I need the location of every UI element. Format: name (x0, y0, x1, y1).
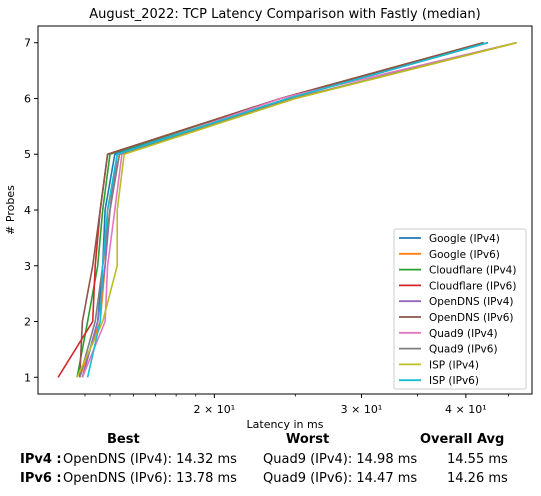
summary-header-avg: Overall Avg (420, 432, 505, 447)
legend-label: Cloudflare (IPv6) (429, 280, 516, 292)
x-tick-label: 4 × 10¹ (445, 403, 487, 416)
series-lines (57, 41, 517, 378)
legend-label: Cloudflare (IPv4) (429, 265, 516, 277)
series-line (81, 41, 517, 378)
summary-ipv4-avg: 14.55 ms (447, 452, 508, 467)
legend-label: ISP (IPv4) (429, 359, 479, 371)
summary-header-worst: Worst (286, 432, 330, 447)
summary-row-label-ipv6: IPv6 : (20, 471, 62, 486)
legend-label: OpenDNS (IPv4) (429, 296, 514, 308)
x-axis-label: Latency in ms (247, 418, 324, 430)
x-axis-ticks: 2 × 10¹ 3 × 10¹ 4 × 10¹ (84, 394, 509, 416)
series-line (86, 41, 489, 378)
summary-ipv4-best: OpenDNS (IPv4): 14.32 ms (63, 452, 237, 467)
legend-label: Google (IPv6) (429, 249, 500, 261)
summary-row-label-ipv4: IPv4 : (20, 452, 62, 467)
y-tick-label: 3 (24, 260, 31, 273)
chart-title: August_2022: TCP Latency Comparison with… (89, 7, 480, 22)
y-tick-label: 6 (24, 92, 31, 105)
x-tick-label: 3 × 10¹ (341, 403, 383, 416)
summary-ipv6-avg: 14.26 ms (447, 471, 508, 486)
summary-table: Best Worst Overall Avg IPv4 : OpenDNS (I… (0, 430, 541, 496)
summary-ipv6-best: OpenDNS (IPv6): 13.78 ms (63, 471, 237, 486)
legend-label: Google (IPv4) (429, 233, 500, 245)
series-line (78, 41, 517, 378)
y-tick-label: 7 (24, 37, 31, 50)
latency-chart: August_2022: TCP Latency Comparison with… (4, 7, 533, 430)
summary-ipv6-worst: Quad9 (IPv6): 14.47 ms (263, 471, 418, 486)
legend: Google (IPv4) Google (IPv6) Cloudflare (IP… (393, 228, 527, 390)
y-tick-label: 4 (24, 204, 31, 217)
y-tick-label: 2 (24, 316, 31, 329)
y-tick-label: 5 (24, 148, 31, 161)
legend-box (393, 228, 527, 390)
legend-label: Quad9 (IPv6) (429, 344, 498, 356)
legend-label: OpenDNS (IPv6) (429, 312, 514, 324)
series-line (76, 41, 517, 378)
x-tick-label: 2 × 10¹ (194, 403, 236, 416)
summary-ipv4-worst: Quad9 (IPv4): 14.98 ms (263, 452, 418, 467)
legend-label: Quad9 (IPv4) (429, 328, 498, 340)
legend-label: ISP (IPv6) (429, 375, 479, 387)
summary-header-best: Best (107, 432, 140, 447)
y-tick-label: 1 (24, 371, 31, 384)
y-axis-label: # Probes (4, 185, 17, 235)
legend-items: Google (IPv4) Google (IPv6) Cloudflare (IP… (399, 233, 516, 387)
y-axis-ticks: 1 2 3 4 5 6 7 (24, 37, 38, 384)
